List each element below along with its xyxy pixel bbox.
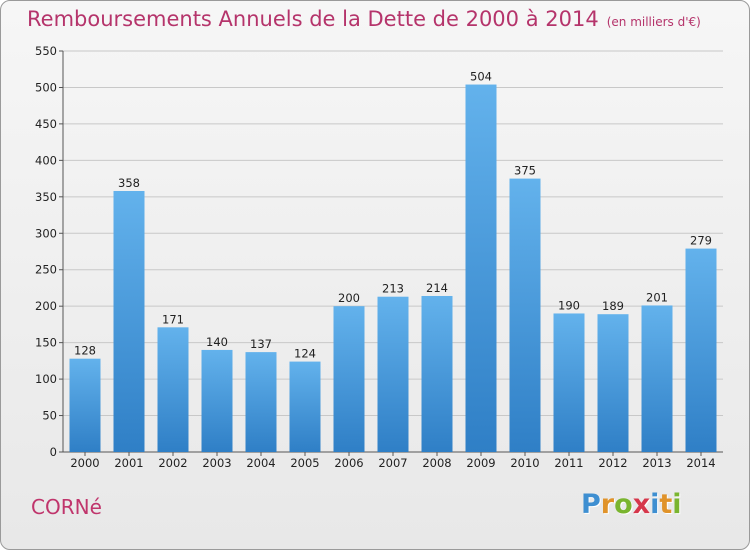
bar-value-label: 214 [426,281,448,295]
logo-letter: P [581,489,601,520]
bar-2012 [597,314,629,452]
x-tick-label: 2000 [70,456,99,470]
y-tick-label: 150 [35,336,57,350]
bar-value-label: 200 [338,291,360,305]
commune-name: CORNé [31,495,102,519]
x-tick-label: 2006 [334,456,363,470]
x-tick-label: 2001 [114,456,143,470]
y-tick-label: 350 [35,190,57,204]
labels: 0 50 100 150 200 250 300 350 400 450 500 550 128 2000… [35,44,716,470]
chart-unit: (en milliers d'€) [606,15,701,29]
logo-letter: x [632,489,651,520]
x-tick-label: 2011 [554,456,583,470]
bar-value-label: 201 [646,290,668,304]
bar-2000 [69,358,101,452]
chart-title-block: Remboursements Annuels de la Dette de 20… [27,7,701,31]
x-tick-label: 2014 [686,456,715,470]
x-tick-label: 2008 [422,456,451,470]
bar-2013 [641,305,673,452]
logo-letter: r [600,489,615,520]
x-tick-label: 2005 [290,456,319,470]
y-tick-label: 300 [35,226,57,240]
bar-value-label: 171 [162,312,184,326]
logo-letter: i [672,489,682,520]
bar-value-label: 128 [74,344,96,358]
y-tick-label: 400 [35,153,57,167]
bar-2014 [685,248,717,452]
logo-letter: t [659,489,673,520]
proxiti-logo: Proxiti [581,489,682,520]
y-tick-label: 500 [35,80,57,94]
x-tick-label: 2003 [202,456,231,470]
bar-value-label: 213 [382,282,404,296]
y-tick-label: 550 [35,44,57,58]
bar-value-label: 137 [250,337,272,351]
bar-value-label: 358 [118,176,140,190]
logo-letter: i [650,489,660,520]
x-tick-label: 2013 [642,456,671,470]
x-tick-label: 2004 [246,456,275,470]
bar-2008 [421,295,453,452]
x-tick-label: 2010 [510,456,539,470]
bar-value-label: 124 [294,347,316,361]
bar-2007 [377,296,409,452]
bar-value-label: 190 [558,298,580,312]
bar-value-label: 504 [470,70,492,84]
bar-value-label: 189 [602,299,624,313]
y-tick-label: 100 [35,372,57,386]
logo-letter: o [614,489,633,520]
y-tick-label: 200 [35,299,57,313]
bar-2009 [465,84,497,453]
y-tick-label: 0 [50,445,57,459]
y-tick-label: 450 [35,117,57,131]
x-tick-label: 2007 [378,456,407,470]
bar-2004 [245,352,277,452]
bar-2006 [333,306,365,452]
bar-value-label: 140 [206,335,228,349]
y-tick-label: 250 [35,263,57,277]
bar-2003 [201,349,233,452]
x-tick-label: 2012 [598,456,627,470]
bar-2010 [509,178,541,452]
bar-value-label: 375 [514,164,536,178]
bars [69,84,717,453]
bar-value-label: 279 [690,234,712,248]
x-tick-label: 2009 [466,456,495,470]
bar-2002 [157,327,189,452]
bar-2011 [553,313,585,452]
chart-title: Remboursements Annuels de la Dette de 20… [27,7,599,31]
bar-2005 [289,361,321,452]
bar-2001 [113,190,145,452]
y-tick-label: 50 [42,409,57,423]
x-tick-label: 2002 [158,456,187,470]
